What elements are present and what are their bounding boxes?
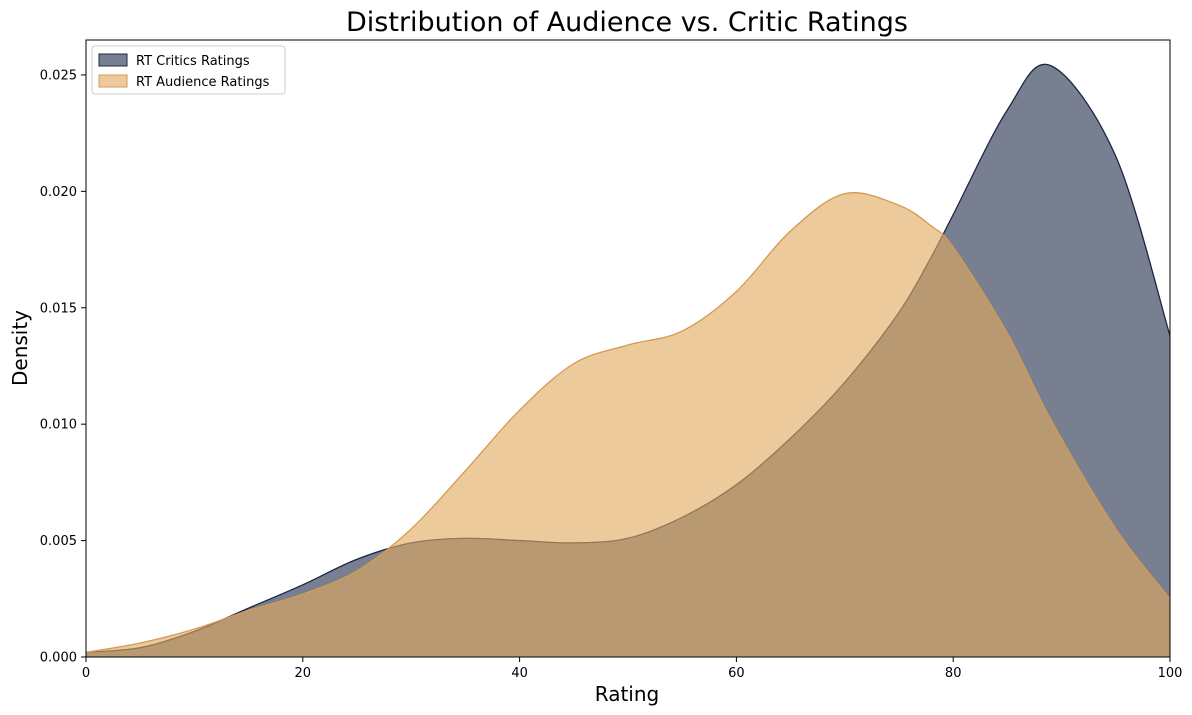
chart-title: Distribution of Audience vs. Critic Rati… xyxy=(346,7,908,38)
y-tick-label: 0.005 xyxy=(40,534,77,549)
x-tick-label: 40 xyxy=(511,666,528,681)
legend-swatch-0 xyxy=(98,53,128,67)
legend: RT Critics Ratings RT Audience Ratings xyxy=(91,45,286,95)
y-axis-title: Density xyxy=(8,310,32,386)
x-axis-title: Rating xyxy=(595,682,659,706)
legend-box xyxy=(91,45,286,95)
x-tick-label: 80 xyxy=(945,666,962,681)
axes: 0 20 40 60 80 100 0.000 0.005 0.010 0.015 0.020 0.0… xyxy=(40,39,1183,681)
x-tick-label: 20 xyxy=(295,666,312,681)
series-line-1 xyxy=(86,192,1170,653)
plot-frame xyxy=(85,39,1171,658)
series-area-1 xyxy=(86,192,1170,657)
legend-label-1: RT Audience Ratings xyxy=(136,75,270,90)
x-tick-label: 0 xyxy=(82,666,90,681)
y-tick-label: 0.025 xyxy=(40,68,77,83)
y-tick-label: 0.010 xyxy=(40,418,77,433)
x-tick-label: 60 xyxy=(728,666,745,681)
y-tick-label: 0.000 xyxy=(40,651,77,666)
plot-area xyxy=(86,63,1170,657)
x-tick-label: 100 xyxy=(1158,666,1183,681)
legend-swatch-1 xyxy=(98,74,128,88)
y-tick-label: 0.015 xyxy=(40,301,77,316)
legend-label-0: RT Critics Ratings xyxy=(136,54,250,69)
y-tick-label: 0.020 xyxy=(40,185,77,200)
